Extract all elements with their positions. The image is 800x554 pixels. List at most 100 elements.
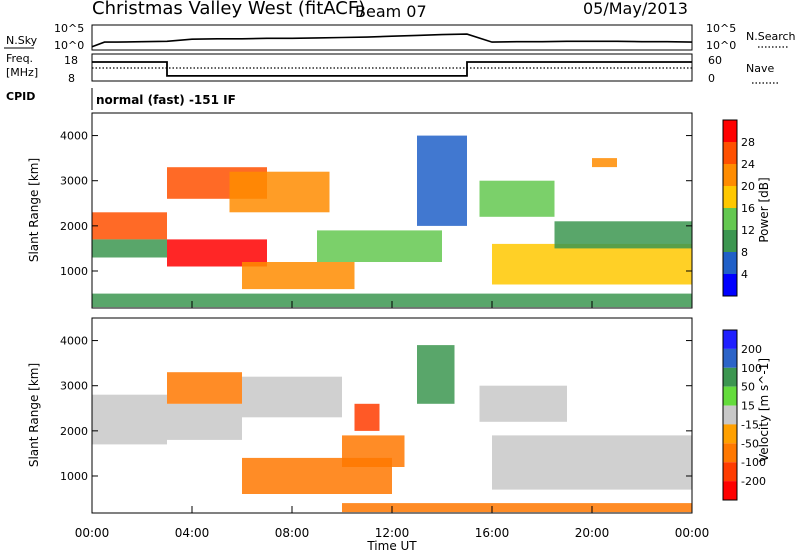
time-label-6: 00:00 [675, 526, 710, 540]
noise-series-line [91, 33, 693, 48]
power-panel: Slant Range [km] 1000 2000 3000 4000 [27, 112, 693, 309]
noise-tick-top-right: 10^5 [706, 22, 736, 35]
power-cbar-seg-6 [723, 142, 737, 164]
velocity-xticks [91, 506, 693, 513]
range-tick-label-3000: 3000 [60, 380, 88, 393]
time-label-3: 12:00 [375, 526, 410, 540]
velocity-region-8 [479, 385, 567, 422]
power-region-2 [167, 239, 267, 267]
nave-tick-top: 60 [708, 54, 722, 67]
power-cbar-tick-16: 16 [741, 202, 755, 215]
nave-label: Nave [746, 62, 774, 75]
power-cbar-label: Power [dB] [757, 177, 771, 242]
vel-cbar-seg-7 [723, 462, 737, 482]
vel-cbar-tick-7: -200 [741, 475, 766, 488]
freq-label: Freq. [6, 52, 33, 65]
velocity-region-3 [242, 376, 342, 418]
time-axis-labels: 00:00 04:00 08:00 12:00 16:00 20:00 00:00 [75, 526, 710, 540]
range-tick-label-1000: 1000 [60, 265, 88, 278]
noise-tick-bottom-left: 10^0 [54, 39, 84, 52]
power-cbar-seg-4 [723, 186, 737, 208]
power-cbar-seg-7 [723, 120, 737, 142]
time-label-0: 00:00 [75, 526, 110, 540]
power-xticks [91, 301, 693, 308]
range-tick-label-1000: 1000 [60, 470, 88, 483]
time-label-5: 20:00 [575, 526, 610, 540]
velocity-region-7 [417, 345, 455, 404]
power-region-10 [554, 221, 692, 249]
vel-cbar-frame [722, 329, 738, 501]
power-cbar-seg-5 [723, 164, 737, 186]
noise-tick-bottom-right: 10^0 [706, 39, 736, 52]
power-region-9 [492, 243, 692, 285]
cpid-label: CPID [6, 90, 35, 103]
vel-cbar-seg-6 [723, 443, 737, 463]
vel-cbar-seg-4 [723, 405, 737, 425]
power-cbar-frame [722, 119, 738, 297]
power-cbar-seg-0 [723, 274, 737, 296]
power-cbar-tick-28: 28 [741, 136, 755, 149]
vel-cbar-tick-6: -100 [741, 456, 766, 469]
vel-cbar-seg-3 [723, 386, 737, 406]
power-cbar-seg-2 [723, 230, 737, 252]
vel-cbar-tick-5: -50 [741, 437, 759, 450]
power-cbar-tick-24: 24 [741, 158, 755, 171]
cpid-value: normal (fast) -151 IF [96, 93, 236, 107]
vel-cbar-seg-2 [723, 367, 737, 387]
power-cells [92, 135, 692, 308]
vel-cbar-tick-4: -15 [741, 418, 759, 431]
time-label-2: 08:00 [275, 526, 310, 540]
time-axis-title: Time UT [366, 539, 417, 553]
time-label-4: 16:00 [475, 526, 510, 540]
power-cbar-seg-3 [723, 208, 737, 230]
vel-cbar-tick-1: 100 [741, 362, 762, 375]
vel-cbar-seg-8 [723, 481, 737, 500]
range-tick-label-4000: 4000 [60, 335, 88, 348]
power-ylabel: Slant Range [km] [27, 158, 41, 262]
range-tick-label-4000: 4000 [60, 130, 88, 143]
velocity-region-0 [92, 394, 167, 445]
power-region-12 [92, 293, 692, 308]
velocity-region-9 [492, 435, 692, 490]
range-tick-label-2000: 2000 [60, 425, 88, 438]
vel-cbar-seg-5 [723, 424, 737, 444]
freq-tick-bottom: 8 [68, 72, 75, 85]
velocity-yticks: 1000 2000 3000 4000 [60, 335, 692, 483]
nave-tick-bottom: 0 [708, 72, 715, 85]
freq-series-line [92, 61, 692, 77]
velocity-region-10 [342, 503, 692, 513]
velocity-region-6 [354, 403, 380, 431]
range-tick-label-2000: 2000 [60, 220, 88, 233]
velocity-cells [92, 345, 692, 513]
power-colorbar: 4 8 12 16 20 24 28 Power [dB] [722, 119, 771, 297]
freq-tick-top: 18 [64, 54, 78, 67]
velocity-region-5 [342, 435, 405, 467]
nsky-label: N.Sky [6, 34, 38, 47]
velocity-colorbar: 200 100 50 15 -15 -50 -100 -200 Velocity [m s^-… [722, 329, 771, 501]
date-label: 05/May/2013 [583, 0, 688, 18]
freq-panel: Freq. [MHz] 18 8 60 0 Nave [6, 52, 778, 85]
vel-cbar-seg-1 [723, 348, 737, 368]
time-label-1: 04:00 [175, 526, 210, 540]
vel-cbar-tick-0: 200 [741, 343, 762, 356]
beam-label: Beam 07 [355, 2, 427, 21]
velocity-ylabel: Slant Range [km] [27, 363, 41, 467]
vel-cbar-tick-3: 15 [741, 400, 755, 413]
power-cbar-seg-1 [723, 252, 737, 274]
velocity-region-1 [167, 403, 242, 440]
vel-cbar-seg-0 [723, 330, 737, 349]
velocity-region-2 [167, 372, 242, 404]
mhz-label: [MHz] [6, 66, 38, 79]
power-region-7 [417, 135, 467, 226]
vel-cbar-tick-2: 50 [741, 381, 755, 394]
noise-panel: N.Sky 10^5 10^0 10^5 10^0 N.Search [4, 22, 796, 52]
velocity-cbar-label-main: Velocity [m s^-1] [757, 358, 771, 462]
velocity-cbar-label: Velocity [m s^-1] [757, 358, 771, 462]
power-cbar-tick-4: 4 [741, 268, 748, 281]
power-cbar-tick-20: 20 [741, 180, 755, 193]
power-yticks: 1000 2000 3000 4000 [60, 130, 692, 278]
power-cbar-tick-12: 12 [741, 224, 755, 237]
power-region-11 [592, 158, 617, 168]
